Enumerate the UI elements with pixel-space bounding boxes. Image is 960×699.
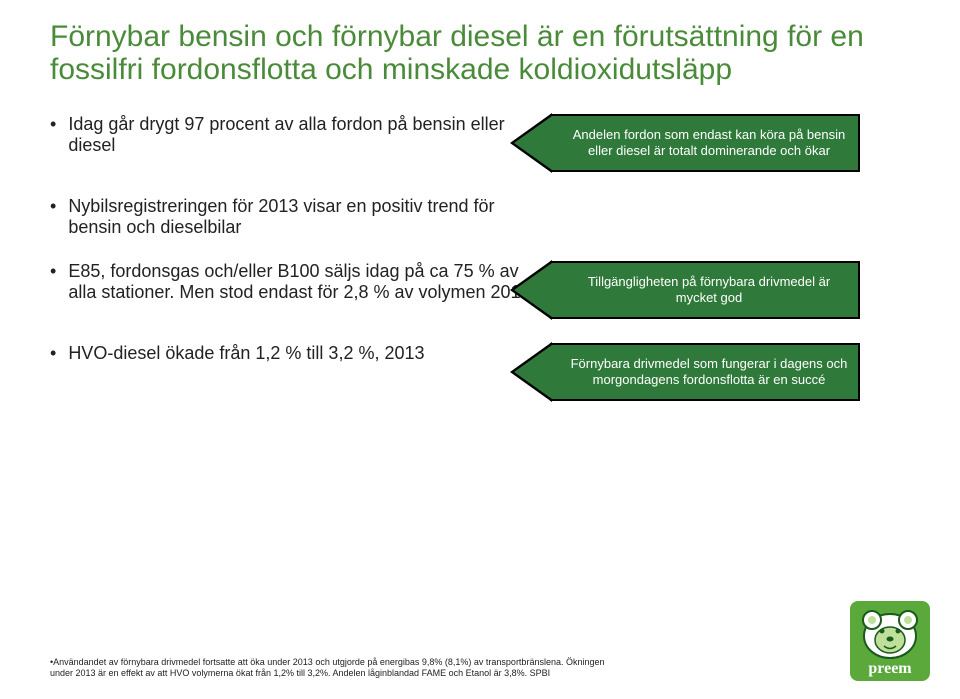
arrow-box: Tillgängligheten på förnybara drivmedel … — [550, 261, 860, 319]
bullet-item: • Idag går drygt 97 procent av alla ford… — [50, 114, 540, 155]
footnote: •Användandet av förnybara drivmedel fort… — [50, 657, 610, 679]
bullet-dot: • — [50, 114, 56, 135]
arrow-callout: Förnybara drivmedel som fungerar i dagen… — [550, 343, 860, 401]
bullet-text: E85, fordonsgas och/eller B100 säljs ida… — [68, 261, 540, 302]
bullet-item: • E85, fordonsgas och/eller B100 säljs i… — [50, 261, 540, 302]
arrow-callout: Tillgängligheten på förnybara drivmedel … — [550, 261, 860, 319]
preem-logo: preem — [850, 601, 930, 681]
bullet-text: Idag går drygt 97 procent av alla fordon… — [68, 114, 540, 155]
arrow-box: Andelen fordon som endast kan köra på be… — [550, 114, 860, 172]
bullet-text: Nybilsregistreringen för 2013 visar en p… — [68, 196, 540, 237]
arrow-callout: Andelen fordon som endast kan köra på be… — [550, 114, 860, 172]
bullet-row: • E85, fordonsgas och/eller B100 säljs i… — [50, 261, 930, 319]
arrow-box: Förnybara drivmedel som fungerar i dagen… — [550, 343, 860, 401]
footnote-row: •Användandet av förnybara drivmedel fort… — [50, 657, 930, 679]
bullet-row: • Nybilsregistreringen för 2013 visar en… — [50, 196, 930, 237]
preem-logo-svg: preem — [850, 601, 930, 681]
bullet-dot: • — [50, 343, 56, 364]
arrow-text: Tillgängligheten på förnybara drivmedel … — [570, 274, 848, 307]
bullet-item: • Nybilsregistreringen för 2013 visar en… — [50, 196, 540, 237]
bullet-item: • HVO-diesel ökade från 1,2 % till 3,2 %… — [50, 343, 540, 364]
logo-text: preem — [868, 660, 912, 677]
bullet-text: HVO-diesel ökade från 1,2 % till 3,2 %, … — [68, 343, 424, 364]
bullet-dot: • — [50, 261, 56, 282]
bullet-row: • HVO-diesel ökade från 1,2 % till 3,2 %… — [50, 343, 930, 401]
arrow-text: Förnybara drivmedel som fungerar i dagen… — [570, 356, 848, 389]
arrow-text: Andelen fordon som endast kan köra på be… — [570, 127, 848, 160]
bullet-dot: • — [50, 196, 56, 217]
bullet-row: • Idag går drygt 97 procent av alla ford… — [50, 114, 930, 172]
page-title: Förnybar bensin och förnybar diesel är e… — [50, 20, 930, 86]
slide: Förnybar bensin och förnybar diesel är e… — [0, 0, 960, 699]
